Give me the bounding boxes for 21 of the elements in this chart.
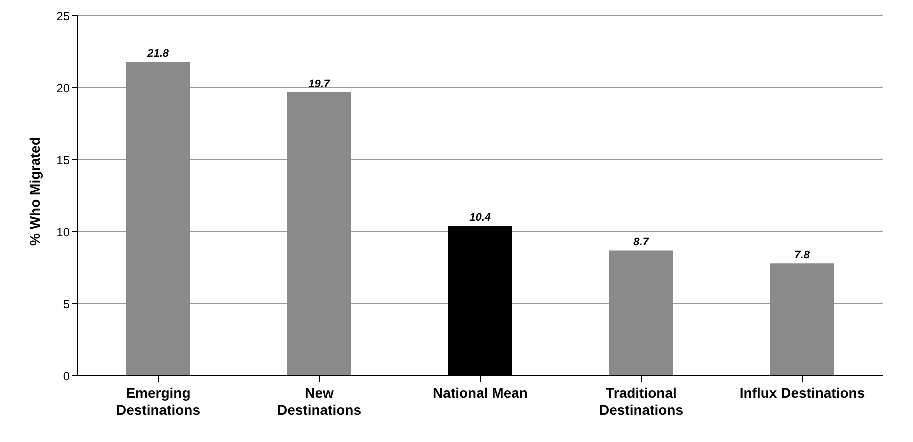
y-tick-label: 15 [56,153,70,168]
x-tick-label: Emerging Destinations [116,385,201,418]
bar [770,264,834,376]
y-tick-label: 0 [63,369,70,384]
data-label: 19.7 [308,78,331,90]
x-tick-label: New Destinations [277,385,362,418]
y-tick-label: 10 [56,225,70,240]
data-label: 7.8 [794,250,811,262]
x-tick-label: Traditional Destinations [599,385,684,418]
x-tick-label: National Mean [433,385,528,401]
data-label: 8.7 [634,236,650,249]
y-tick-label: 5 [63,297,70,312]
data-label: 10.4 [470,212,492,224]
y-tick-label: 25 [56,9,70,24]
bar [126,62,190,376]
y-tick-label: 20 [56,81,70,96]
data-label: 21.8 [146,48,170,60]
bar [287,92,352,376]
y-axis-title: % Who Migrated [26,137,43,246]
x-tick-label: Influx Destinations [740,385,866,401]
bar [609,250,674,376]
